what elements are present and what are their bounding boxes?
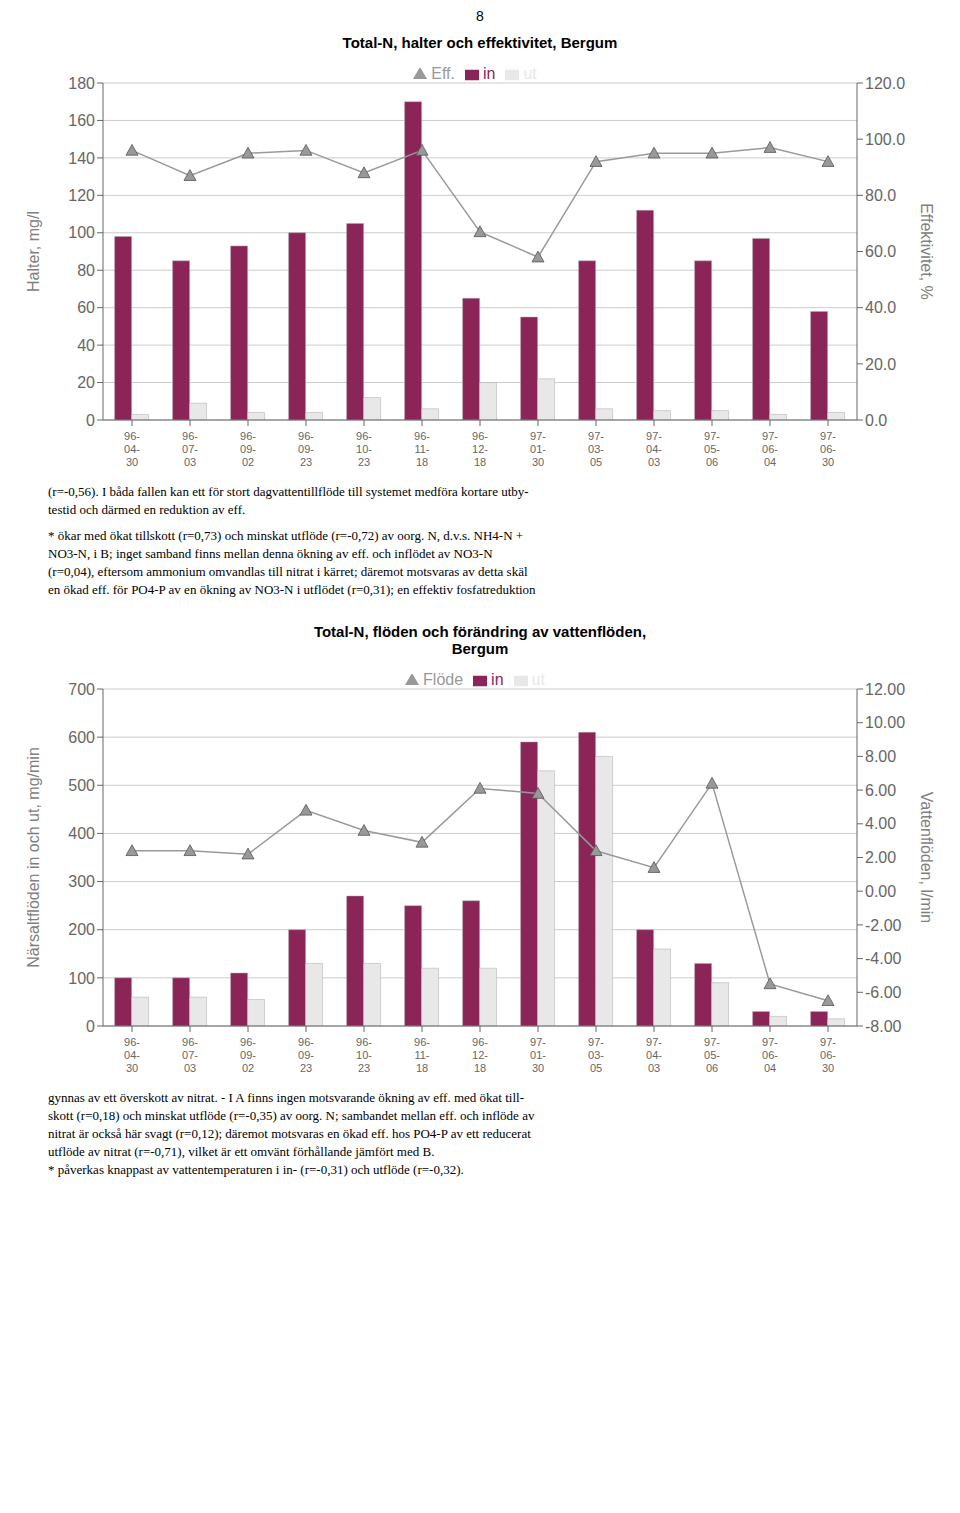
html-text:Total-N, flöden och förändring: Total-N, flöden och förändring av vatten… bbox=[313, 623, 647, 640]
svg-text:96-10-23: 96-10-23 bbox=[356, 1036, 372, 1074]
svg-text:96-11-18: 96-11-18 bbox=[414, 1036, 430, 1074]
svg-text:97-01-30: 97-01-30 bbox=[530, 1036, 546, 1074]
svg-text:300: 300 bbox=[68, 873, 95, 890]
svg-text:12.00: 12.00 bbox=[865, 681, 905, 698]
svg-text:96-09-02: 96-09-02 bbox=[240, 1036, 256, 1074]
svg-text:97-06-04: 97-06-04 bbox=[762, 1036, 778, 1074]
svg-text:20: 20 bbox=[77, 374, 95, 391]
svg-text:97-04-03: 97-04-03 bbox=[646, 1036, 662, 1074]
svg-text:0: 0 bbox=[86, 412, 95, 429]
svg-text:0.0: 0.0 bbox=[865, 412, 887, 429]
svg-text:96-04-30: 96-04-30 bbox=[124, 430, 140, 468]
svg-text:100: 100 bbox=[68, 970, 95, 987]
svg-text:96-07-03: 96-07-03 bbox=[182, 1036, 198, 1074]
html-text:ut: ut bbox=[531, 671, 545, 688]
svg-text:6.00: 6.00 bbox=[865, 782, 896, 799]
svg-text:96-09-23: 96-09-23 bbox=[298, 430, 314, 468]
svg-text:400: 400 bbox=[68, 825, 95, 842]
html-text:in: in bbox=[483, 65, 496, 82]
svg-text:8.00: 8.00 bbox=[865, 748, 896, 765]
svg-text:96-09-23: 96-09-23 bbox=[298, 1036, 314, 1074]
html-text:Eff.: Eff. bbox=[431, 65, 455, 82]
svg-text:40: 40 bbox=[77, 337, 95, 354]
svg-text:0.00: 0.00 bbox=[865, 883, 896, 900]
html-text:* ökar med ökat tillskott (r=0: * ökar med ökat tillskott (r=0,73) och m… bbox=[48, 528, 536, 597]
svg-text:96-12-18: 96-12-18 bbox=[472, 430, 488, 468]
svg-text:120.0: 120.0 bbox=[865, 75, 905, 92]
svg-text:500: 500 bbox=[68, 777, 95, 794]
svg-text:120: 120 bbox=[68, 187, 95, 204]
svg-text:700: 700 bbox=[68, 681, 95, 698]
html-text:Flöde: Flöde bbox=[423, 671, 464, 688]
svg-text:80: 80 bbox=[77, 262, 95, 279]
svg-text:40.0: 40.0 bbox=[865, 299, 896, 316]
svg-text:Närsaltflöden in och ut, mg/mi: Närsaltflöden in och ut, mg/min bbox=[25, 747, 42, 968]
svg-text:96-04-30: 96-04-30 bbox=[124, 1036, 140, 1074]
svg-text:96-10-23: 96-10-23 bbox=[356, 430, 372, 468]
svg-text:2.00: 2.00 bbox=[865, 849, 896, 866]
svg-text:-2.00: -2.00 bbox=[865, 917, 902, 934]
svg-text:4.00: 4.00 bbox=[865, 815, 896, 832]
svg-text:97-05-06: 97-05-06 bbox=[704, 430, 720, 468]
svg-text:97-03-05: 97-03-05 bbox=[588, 1036, 604, 1074]
svg-text:200: 200 bbox=[68, 921, 95, 938]
svg-text:0: 0 bbox=[86, 1018, 95, 1035]
svg-text:10.00: 10.00 bbox=[865, 714, 905, 731]
svg-text:97-04-03: 97-04-03 bbox=[646, 430, 662, 468]
svg-text:Vattenflöden, l/min: Vattenflöden, l/min bbox=[918, 792, 935, 923]
svg-text:60.0: 60.0 bbox=[865, 243, 896, 260]
svg-text:Effektivitet, %: Effektivitet, % bbox=[918, 203, 935, 300]
svg-text:100: 100 bbox=[68, 224, 95, 241]
svg-text:96-09-02: 96-09-02 bbox=[240, 430, 256, 468]
svg-text:100.0: 100.0 bbox=[865, 131, 905, 148]
svg-text:97-06-30: 97-06-30 bbox=[820, 1036, 836, 1074]
html-text:(r=-0,56). I båda fallen kan e: (r=-0,56). I båda fallen kan ett för sto… bbox=[48, 484, 529, 517]
svg-text:97-06-04: 97-06-04 bbox=[762, 430, 778, 468]
svg-text:97-05-06: 97-05-06 bbox=[704, 1036, 720, 1074]
svg-text:96-12-18: 96-12-18 bbox=[472, 1036, 488, 1074]
html-text:Bergum: Bergum bbox=[451, 640, 509, 657]
html-text:Total-N, halter och effektivit: Total-N, halter och effektivitet, Bergum bbox=[342, 34, 618, 51]
html-text:in: in bbox=[491, 671, 504, 688]
svg-text:60: 60 bbox=[77, 299, 95, 316]
html-text:ut: ut bbox=[523, 65, 537, 82]
svg-text:97-01-30: 97-01-30 bbox=[530, 430, 546, 468]
svg-text:96-11-18: 96-11-18 bbox=[414, 430, 430, 468]
svg-text:600: 600 bbox=[68, 729, 95, 746]
svg-text:97-03-05: 97-03-05 bbox=[588, 430, 604, 468]
svg-text:97-06-30: 97-06-30 bbox=[820, 430, 836, 468]
svg-text:-4.00: -4.00 bbox=[865, 950, 902, 967]
svg-text:80.0: 80.0 bbox=[865, 187, 896, 204]
svg-text:96-07-03: 96-07-03 bbox=[182, 430, 198, 468]
html-text:gynnas av ett överskott av nit: gynnas av ett överskott av nitrat. - I A… bbox=[48, 1090, 535, 1177]
html-text:8: 8 bbox=[476, 8, 484, 24]
svg-text:140: 140 bbox=[68, 150, 95, 167]
svg-text:-6.00: -6.00 bbox=[865, 984, 902, 1001]
svg-text:180: 180 bbox=[68, 75, 95, 92]
svg-text:20.0: 20.0 bbox=[865, 356, 896, 373]
svg-text:-8.00: -8.00 bbox=[865, 1018, 902, 1035]
svg-text:160: 160 bbox=[68, 112, 95, 129]
svg-text:Halter, mg/l: Halter, mg/l bbox=[25, 211, 42, 292]
